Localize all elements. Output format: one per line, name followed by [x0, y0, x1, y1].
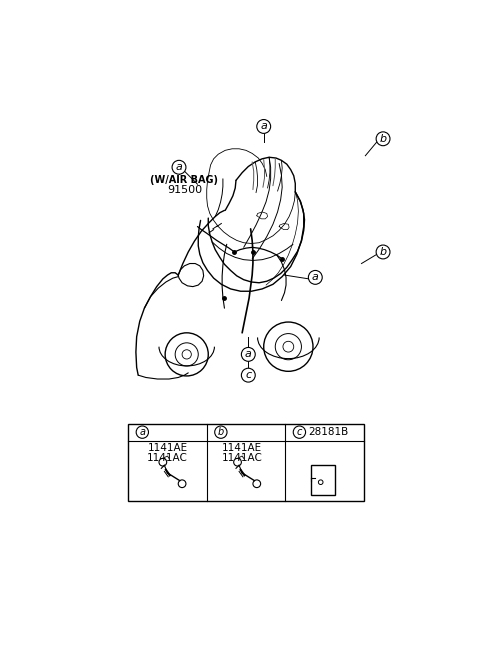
- Text: 1141AC: 1141AC: [222, 453, 263, 462]
- Circle shape: [241, 348, 255, 361]
- Text: 1141AC: 1141AC: [147, 453, 188, 462]
- Text: b: b: [218, 427, 224, 437]
- Text: c: c: [297, 427, 302, 437]
- Text: a: a: [312, 272, 319, 282]
- Circle shape: [257, 119, 271, 133]
- Circle shape: [308, 270, 322, 284]
- Text: b: b: [380, 134, 386, 144]
- Text: a: a: [260, 121, 267, 131]
- Text: 28181B: 28181B: [308, 427, 348, 437]
- Text: (W/AIR BAG): (W/AIR BAG): [150, 175, 218, 186]
- Text: 1141AE: 1141AE: [147, 443, 188, 453]
- Circle shape: [172, 160, 186, 174]
- Text: 91500: 91500: [167, 186, 202, 195]
- Text: a: a: [176, 162, 182, 173]
- Text: a: a: [139, 427, 145, 437]
- Circle shape: [293, 426, 306, 438]
- Bar: [128, 424, 364, 501]
- Circle shape: [215, 426, 227, 438]
- Text: 1141AE: 1141AE: [222, 443, 262, 453]
- Text: a: a: [245, 350, 252, 359]
- Circle shape: [376, 132, 390, 146]
- Text: b: b: [380, 247, 386, 257]
- Circle shape: [241, 368, 255, 382]
- Circle shape: [136, 426, 148, 438]
- Circle shape: [376, 245, 390, 259]
- Text: c: c: [245, 370, 252, 380]
